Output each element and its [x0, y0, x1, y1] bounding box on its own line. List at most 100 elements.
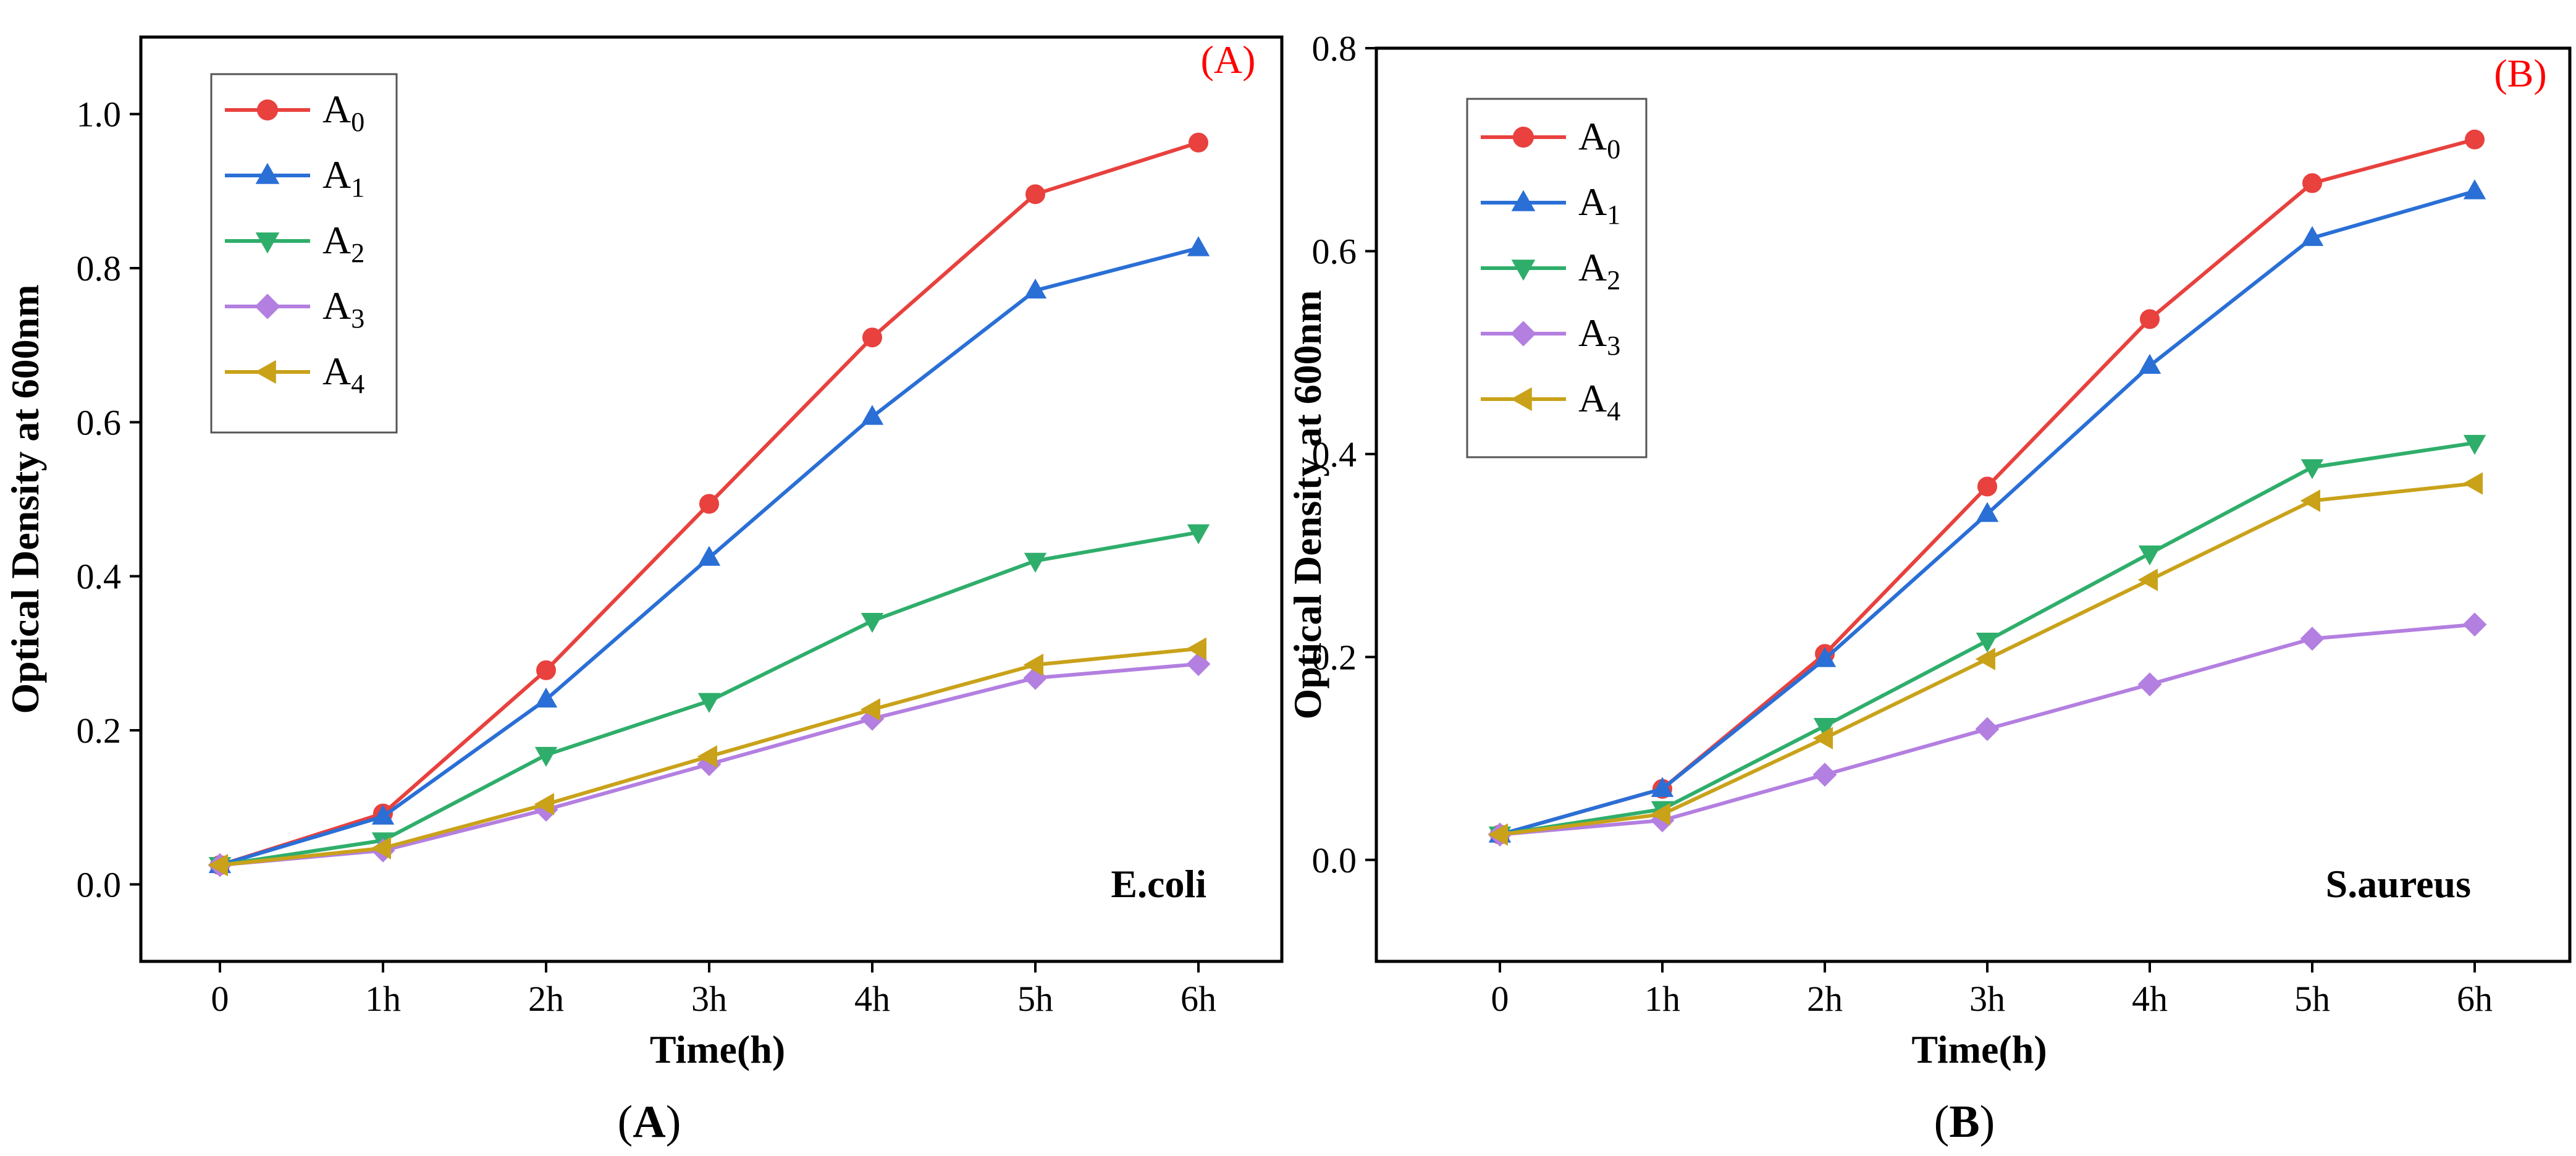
x-tick-label: 3h [691, 979, 727, 1019]
data-point [2300, 489, 2320, 512]
chart-panel-a: 0.0 0.2 0.4 0.6 0.8 1.0 0 1h 2h 3h 4h 5h 6h Time(h) Op… [3, 35, 1284, 1147]
y-tick-label: 0.2 [77, 711, 122, 751]
data-point [697, 745, 717, 768]
data-point [1812, 762, 1837, 787]
data-point [2137, 672, 2162, 697]
x-axis-label: Time(h) [650, 1027, 785, 1071]
y-tick-label: 0.6 [1312, 231, 1357, 271]
legend-entry-a3: A3 [1481, 311, 1620, 361]
legend-marker [255, 293, 280, 319]
data-point [371, 837, 391, 859]
data-point [1186, 637, 1206, 660]
y-tick-label: 0.0 [77, 864, 122, 905]
data-point [697, 693, 721, 713]
data-point [1024, 278, 1047, 299]
data-point [371, 804, 395, 825]
x-tick-label: 6h [2457, 979, 2493, 1019]
x-tick-label: 4h [854, 979, 890, 1019]
series-a4 [208, 637, 1206, 877]
legend-label: A3 [1578, 311, 1620, 361]
caption-close-paren: ) [666, 1097, 681, 1147]
legend-label: A4 [1578, 376, 1620, 426]
y-tick-label: 0.2 [1312, 637, 1357, 677]
plot-frame [139, 35, 1284, 963]
data-point [1975, 717, 2000, 741]
legend-entry-a3: A3 [225, 284, 364, 334]
legend-marker [255, 232, 280, 254]
legend-label-name: A [1578, 245, 1607, 289]
legend-marker [1510, 387, 1532, 411]
data-point [1488, 823, 1508, 846]
data-point [2462, 472, 2483, 495]
data-point [2463, 179, 2486, 200]
legend-label: A3 [322, 284, 364, 334]
legend-label: A2 [1578, 245, 1620, 295]
legend-entry-a0: A0 [1481, 114, 1620, 164]
data-point [2138, 545, 2161, 566]
legend-label-subscript: 1 [1607, 200, 1620, 230]
legend-entry-a1: A1 [225, 153, 364, 203]
data-point [1650, 803, 1670, 826]
y-axis-label: Optical Density at 600nm [1286, 290, 1329, 719]
data-point [2462, 612, 2487, 637]
y-tick-label: 0.4 [77, 557, 122, 597]
x-tick-label: 3h [1969, 979, 2005, 1019]
data-point [699, 494, 719, 514]
data-point [1189, 132, 1208, 153]
legend-label-subscript: 2 [351, 238, 364, 268]
data-point [2300, 459, 2324, 479]
x-tick-label: 1h [1644, 979, 1680, 1019]
legend-entry-a4: A4 [225, 349, 364, 399]
legend-label-name: A [1578, 376, 1607, 420]
legend-label-subscript: 3 [1607, 331, 1620, 361]
data-point [861, 405, 884, 425]
caption-close-paren: ) [1980, 1097, 1995, 1147]
series-a4 [1488, 472, 2483, 846]
legend-label: A0 [1578, 114, 1620, 164]
y-tick-label: 0.4 [1312, 434, 1357, 475]
y-tick-label: 1.0 [77, 95, 122, 135]
legend-label-name: A [1578, 114, 1607, 158]
y-tick-label: 0.8 [77, 248, 122, 289]
legend-label-subscript: 0 [351, 107, 364, 137]
legend-box [210, 73, 398, 434]
data-point [861, 612, 884, 633]
data-point [1187, 524, 1210, 544]
data-point [1813, 718, 1837, 738]
data-point [2140, 309, 2160, 329]
organism-label: S.aureus [2326, 862, 2471, 906]
legend-entry-a2: A2 [1481, 245, 1620, 295]
legend-label: A0 [322, 87, 364, 137]
legend-label-subscript: 3 [351, 303, 364, 334]
data-point [1976, 502, 1999, 522]
data-point [2300, 627, 2325, 651]
panel-tag: (A) [1201, 38, 1256, 82]
y-tick-label: 0.0 [1312, 840, 1357, 880]
legend-label-name: A [1578, 180, 1607, 224]
legend-marker [1511, 190, 1536, 211]
legend-label-name: A [1578, 311, 1607, 355]
data-point [534, 746, 558, 767]
panel-caption: (B) [1934, 1097, 1995, 1147]
data-point [860, 698, 880, 721]
data-point [1975, 648, 1995, 670]
legend-label-name: A [322, 153, 351, 196]
data-point [2300, 226, 2324, 247]
data-point [862, 327, 882, 348]
data-point [697, 546, 721, 566]
organism-label: E.coli [1111, 862, 1206, 906]
data-point [1023, 653, 1043, 677]
y-tick-label: 0.8 [1312, 28, 1357, 69]
x-tick-label: 0 [211, 979, 229, 1019]
legend-label: A2 [322, 218, 364, 268]
panel-caption: (A) [618, 1097, 681, 1147]
legend-label: A1 [322, 153, 364, 203]
data-point [1812, 727, 1833, 749]
caption-letter: A [633, 1097, 665, 1147]
data-point [534, 793, 554, 816]
legend-entry-a0: A0 [225, 87, 364, 137]
legend-entry-a1: A1 [1481, 180, 1620, 230]
caption-open-paren: ( [618, 1097, 633, 1147]
x-tick-label: 1h [365, 979, 401, 1019]
